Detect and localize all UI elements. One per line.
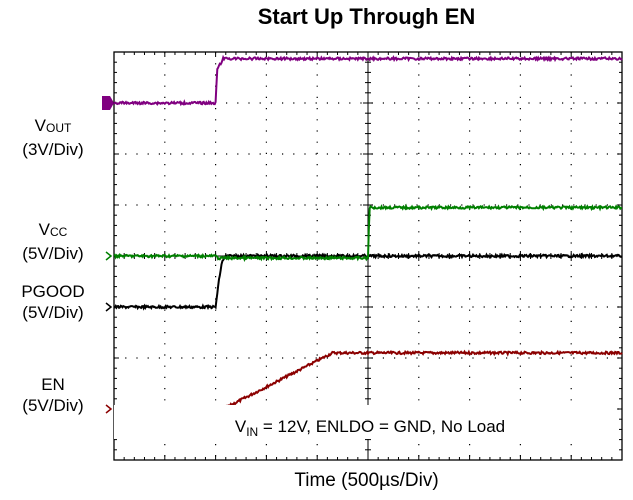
en-name: EN [41, 375, 65, 394]
vcc-name: V [38, 220, 50, 239]
pgood-trace [113, 203, 622, 263]
en-ground-marker [102, 96, 114, 110]
vout-name-sub: OUT [46, 121, 72, 135]
vcc-scale: (5V/Div) [22, 244, 84, 263]
annotation: VIN = 12V, ENLDO = GND, No Load [235, 417, 505, 439]
chart-title: Start Up Through EN [257, 4, 476, 29]
pgood-scale: (5V/Div) [22, 303, 84, 322]
channel-markers [102, 96, 114, 414]
plot-border [113, 51, 623, 461]
pgood-ground-marker [105, 251, 113, 261]
vcc-ground-marker [105, 302, 113, 312]
en-label: EN (5V/Div) [0, 374, 106, 416]
vout-scale: (3V/Div) [22, 140, 84, 159]
annotation-background [114, 405, 610, 439]
en-scale: (5V/Div) [22, 396, 84, 415]
vcc-name-sub: CC [50, 225, 68, 239]
vout-name: V [34, 116, 46, 135]
vcc-label: VCC (5V/Div) [0, 219, 106, 264]
en-trace [113, 54, 623, 107]
vout-label: VOUT (3V/Div) [0, 115, 106, 160]
pgood-name: PGOOD [21, 282, 85, 301]
x-axis-label: Time (500µs/Div) [294, 470, 439, 491]
pgood-label: PGOOD (5V/Div) [0, 281, 106, 323]
vout-ground-marker [105, 404, 113, 414]
